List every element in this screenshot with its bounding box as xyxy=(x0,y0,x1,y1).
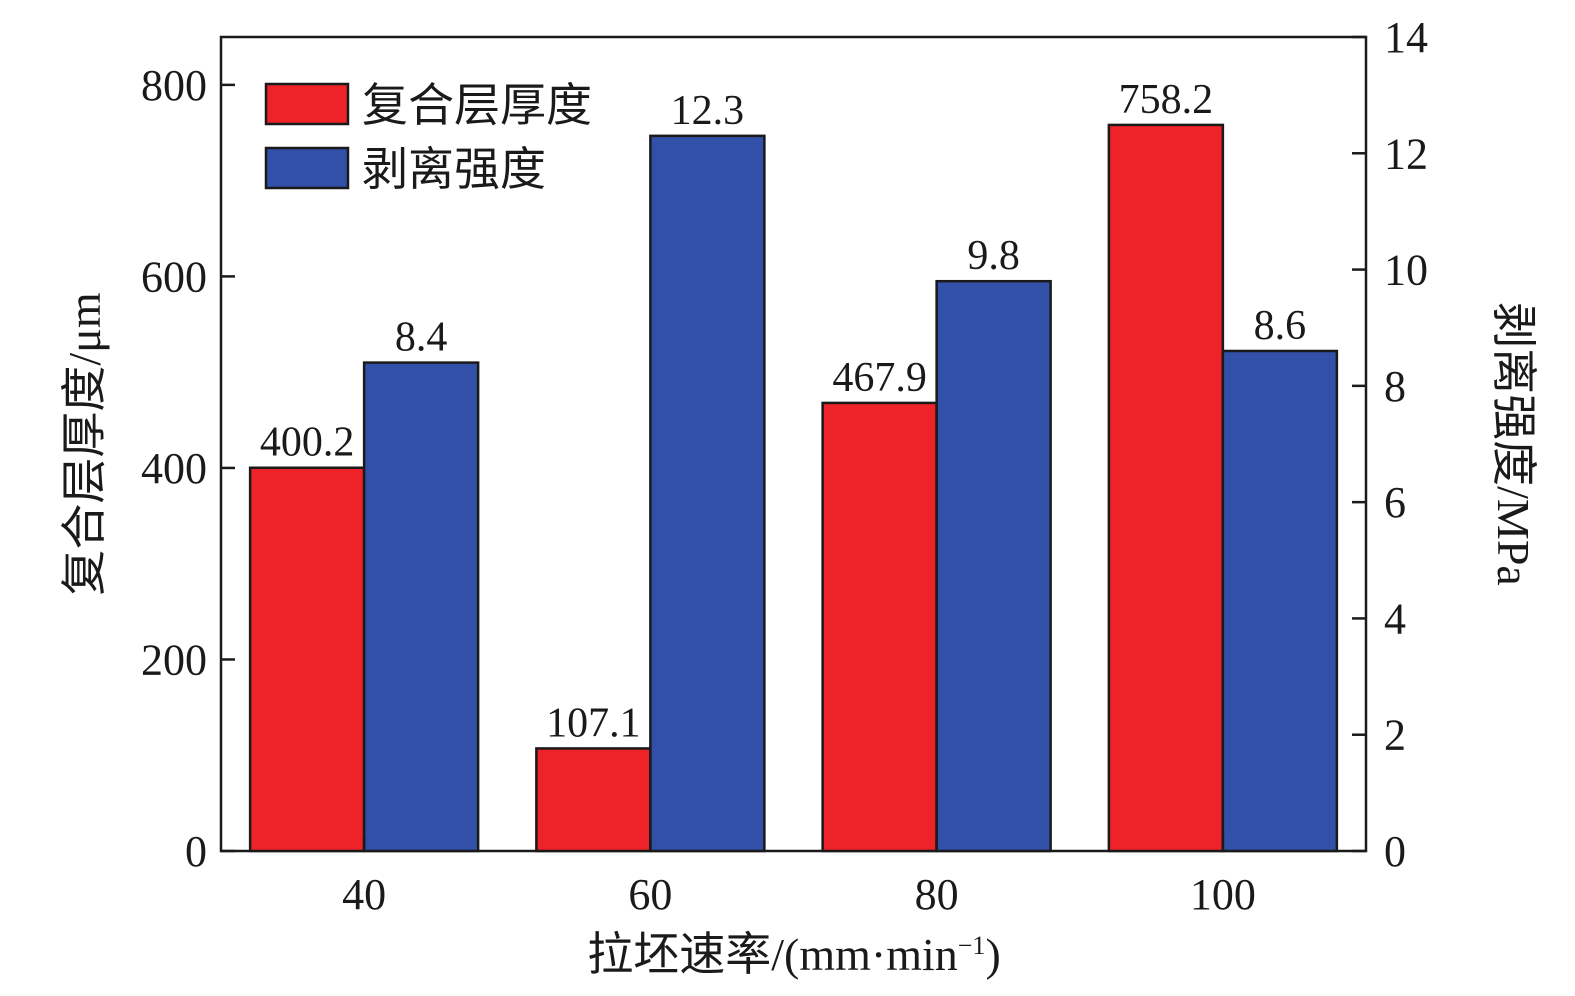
x-axis-title-superscript: −1 xyxy=(958,931,986,960)
y-tick-label-right: 12 xyxy=(1384,129,1428,178)
y-tick-label-right: 6 xyxy=(1384,478,1406,527)
data-label-thickness: 107.1 xyxy=(546,700,641,746)
x-axis-title: 拉坯速率/(mm·min−1) xyxy=(587,929,1001,980)
y-tick-label-right: 0 xyxy=(1384,827,1406,876)
data-label-peel-strength: 8.4 xyxy=(395,315,448,361)
bar-thickness xyxy=(1107,123,1225,853)
data-label-thickness: 400.2 xyxy=(260,420,355,466)
bar-peel-strength xyxy=(1221,349,1339,853)
legend-label-peel-strength: 剥离强度 xyxy=(362,144,546,195)
plot-frame xyxy=(219,35,1368,853)
bar-peel-strength xyxy=(649,134,766,853)
data-label-peel-strength: 12.3 xyxy=(671,88,745,134)
data-label-peel-strength: 9.8 xyxy=(967,233,1020,279)
bar-thickness xyxy=(821,401,938,853)
ticks-layer: 0 200 400 600 800 0 2 4 6 8 10 12 14 40 60 80 100 xyxy=(141,13,1428,919)
x-tick-label: 60 xyxy=(628,870,672,919)
y-tick-label-right: 4 xyxy=(1384,594,1406,643)
plot-frame-layer xyxy=(219,35,1368,853)
x-tick-label: 40 xyxy=(342,870,386,919)
y-tick-label-right: 2 xyxy=(1384,711,1406,760)
y-tick-label-left: 800 xyxy=(141,61,207,110)
y-tick-label-left: 600 xyxy=(141,252,207,301)
bars-layer xyxy=(248,123,1339,853)
data-labels-layer: 400.2 8.4 107.1 12.3 467.9 9.8 758.2 8.6 xyxy=(260,77,1306,747)
bar-peel-strength xyxy=(935,279,1052,853)
legend-label-thickness: 复合层厚度 xyxy=(362,80,592,131)
x-tick-label: 80 xyxy=(915,870,959,919)
y-tick-label-right: 14 xyxy=(1384,13,1428,62)
y-axis-title-right: 剥离强度/MPa xyxy=(1488,302,1539,586)
y-axis-title-left: 复合层厚度/μm xyxy=(59,292,110,595)
x-axis-title-main: 拉坯速率/(mm·min xyxy=(587,929,958,980)
bar-peel-strength xyxy=(362,361,480,853)
legend: 复合层厚度 剥离强度 xyxy=(264,80,592,195)
y-tick-label-left: 400 xyxy=(141,444,207,493)
y-tick-label-right: 10 xyxy=(1384,246,1428,295)
y-tick-label-right: 8 xyxy=(1384,362,1406,411)
data-label-thickness: 758.2 xyxy=(1119,77,1214,123)
legend-swatch-peel-strength xyxy=(264,146,350,190)
data-label-thickness: 467.9 xyxy=(832,355,927,401)
data-label-peel-strength: 8.6 xyxy=(1254,303,1307,349)
bar-thickness xyxy=(248,466,366,853)
bar-thickness xyxy=(535,747,652,853)
legend-swatch-thickness xyxy=(264,82,350,126)
x-axis-title-close: ) xyxy=(985,929,1000,980)
y-tick-label-left: 0 xyxy=(185,827,207,876)
y-tick-label-left: 200 xyxy=(141,635,207,684)
x-tick-label: 100 xyxy=(1190,870,1256,919)
